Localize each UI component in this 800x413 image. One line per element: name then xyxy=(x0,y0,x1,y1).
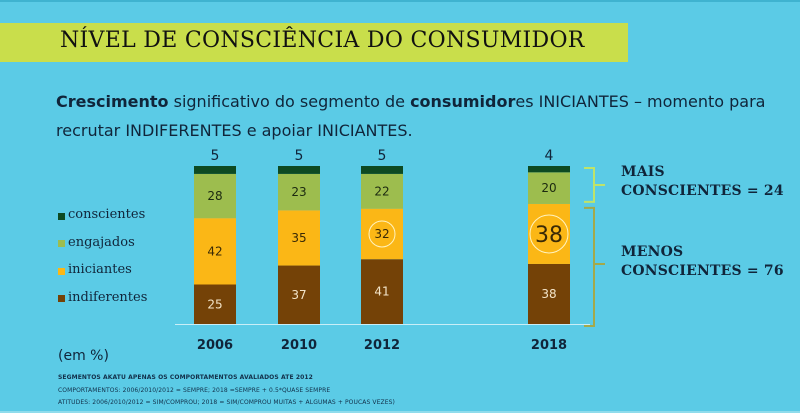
legend-item-engajados: engajados xyxy=(58,229,147,257)
bar-segment-engajados-2006 xyxy=(194,173,236,219)
bracket-mais-conscientes xyxy=(584,167,605,203)
data-label-engajados-2018: 20 xyxy=(541,181,556,195)
data-label-iniciantes-2006: 42 xyxy=(207,244,222,258)
data-label-engajados-2010: 23 xyxy=(291,185,306,199)
bar-segment-iniciantes-2018 xyxy=(528,203,570,264)
chart-legend: conscientes engajados iniciantes indifer… xyxy=(58,201,147,311)
legend-swatch-engajados xyxy=(58,240,65,248)
bottom-border xyxy=(0,411,800,413)
footnote-1: SEGMENTOS AKATU APENAS OS COMPORTAMENTOS… xyxy=(58,374,313,381)
legend-label: indiferentes xyxy=(68,289,148,305)
data-label-iniciantes-2010: 35 xyxy=(291,231,306,245)
bar-segment-iniciantes-2012 xyxy=(361,208,403,260)
data-label-engajados-2012: 22 xyxy=(374,184,389,198)
x-tick-label-2018: 2018 xyxy=(531,338,567,353)
bar-segment-conscientes-2018 xyxy=(528,166,570,173)
bar-segment-iniciantes-2006 xyxy=(194,218,236,285)
footnote-2: COMPORTAMENTOS: 2006/2010/2012 = SEMPRE;… xyxy=(58,387,331,394)
page-title: NÍVEL DE CONSCIÊNCIA DO CONSUMIDOR xyxy=(60,28,585,53)
footnote-3: ATITUDES: 2006/2010/2012 = SIM/COMPROU; … xyxy=(58,399,395,406)
legend-swatch-iniciantes xyxy=(58,267,65,275)
unit-label: (em %) xyxy=(58,348,109,364)
annotation-line: MAIS xyxy=(621,164,665,180)
x-tick-label-2010: 2010 xyxy=(281,338,317,353)
annotation-line: MENOS xyxy=(621,244,684,260)
bar-segment-indiferentes-2018 xyxy=(528,263,570,324)
legend-swatch-conscientes xyxy=(58,212,65,220)
bar-segment-conscientes-2010 xyxy=(278,166,320,174)
highlight-circle-2012 xyxy=(368,220,396,248)
bar-segment-indiferentes-2010 xyxy=(278,265,320,324)
annotation-line: CONSCIENTES = 76 xyxy=(621,263,784,279)
data-label-conscientes-2010: 5 xyxy=(295,148,304,164)
bar-segment-conscientes-2006 xyxy=(194,166,236,174)
bar-segment-engajados-2018 xyxy=(528,172,570,204)
legend-label: conscientes xyxy=(68,207,146,223)
subtitle: Crescimento significativo do segmento de… xyxy=(56,87,776,145)
x-tick-label-2006: 2006 xyxy=(197,338,233,353)
x-tick-label-2012: 2012 xyxy=(364,338,400,353)
subtitle-text-2: significativo do segmento de xyxy=(168,92,411,111)
top-border xyxy=(0,0,800,2)
legend-label: engajados xyxy=(68,234,135,250)
title-band xyxy=(0,23,628,62)
highlight-circle-2018 xyxy=(529,214,569,254)
annotation-line: CONSCIENTES = 24 xyxy=(621,183,784,199)
legend-swatch-indiferentes xyxy=(58,295,65,303)
data-label-indiferentes-2010: 37 xyxy=(291,288,306,302)
data-label-indiferentes-2012: 41 xyxy=(374,285,389,299)
subtitle-bold-3: consumidor xyxy=(410,92,516,111)
bar-segment-engajados-2010 xyxy=(278,173,320,211)
data-label-iniciantes-2012: 32 xyxy=(374,227,389,241)
data-label-conscientes-2006: 5 xyxy=(211,148,220,164)
legend-item-indiferentes: indiferentes xyxy=(58,284,147,312)
bar-segment-engajados-2012 xyxy=(361,173,403,209)
annotation-mais-conscientes: MAIS CONSCIENTES = 24 xyxy=(621,163,784,201)
data-label-iniciantes-2018: 38 xyxy=(535,223,563,248)
bar-segment-iniciantes-2010 xyxy=(278,210,320,266)
data-label-indiferentes-2006: 25 xyxy=(207,297,222,311)
data-label-engajados-2006: 28 xyxy=(207,189,222,203)
annotation-menos-conscientes: MENOS CONSCIENTES = 76 xyxy=(621,243,784,281)
bar-segment-conscientes-2012 xyxy=(361,166,403,174)
data-label-conscientes-2012: 5 xyxy=(378,148,387,164)
legend-item-iniciantes: iniciantes xyxy=(58,256,147,284)
bracket-menos-conscientes xyxy=(584,206,605,327)
data-label-conscientes-2018: 4 xyxy=(545,148,554,164)
legend-item-conscientes: conscientes xyxy=(58,201,147,229)
subtitle-text-4: es INICIANTES – momento para recrutar IN… xyxy=(56,92,766,140)
subtitle-bold-1: Crescimento xyxy=(56,92,169,111)
legend-label: iniciantes xyxy=(68,262,132,278)
data-label-indiferentes-2018: 38 xyxy=(541,287,556,301)
bar-segment-indiferentes-2012 xyxy=(361,259,403,324)
bar-segment-indiferentes-2006 xyxy=(194,284,236,324)
